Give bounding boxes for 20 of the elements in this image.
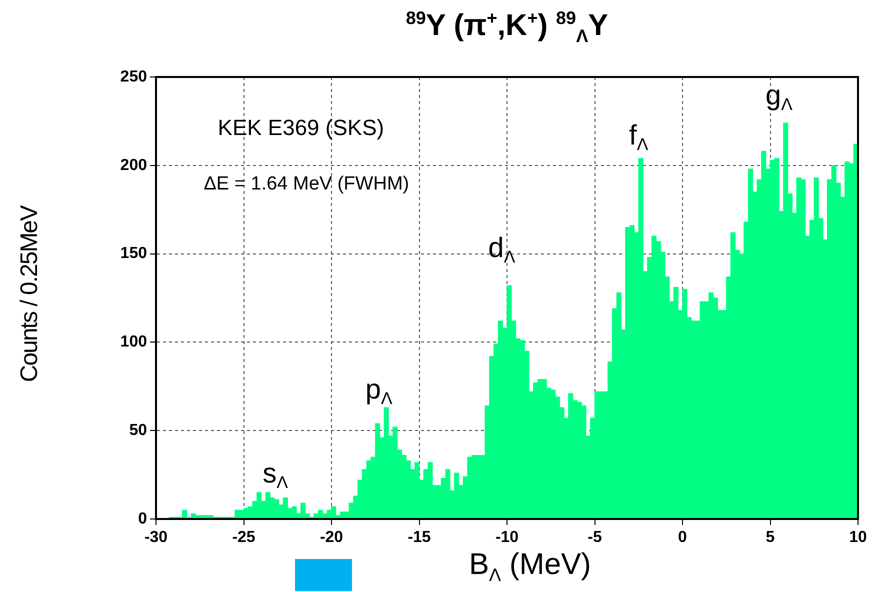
- y-tick-label: 200: [120, 156, 148, 174]
- x-tick-label: -30: [144, 529, 168, 546]
- x-tick-label: -20: [320, 529, 344, 546]
- y-axis-title: Counts / 0.25MeV: [16, 204, 44, 384]
- x-tick-label: 0: [678, 529, 688, 546]
- x-tick-label: -15: [408, 529, 431, 546]
- x-tick-label: 5: [766, 529, 775, 546]
- x-tick-label: -5: [588, 529, 602, 546]
- x-tick-label: -10: [495, 529, 519, 546]
- y-tick-label: 100: [120, 334, 148, 351]
- x-tick-label: 10: [849, 529, 867, 546]
- annotation: ΔE = 1.64 MeV (FWHM): [204, 174, 410, 195]
- y-tick-label: 150: [120, 245, 148, 262]
- x-axis-title: B$_{Λ}$ (MeV): [468, 548, 592, 586]
- x-tick-label: -25: [232, 529, 256, 546]
- annotation: KEK E369 (SKS): [218, 115, 384, 140]
- y-tick-label: 0: [138, 510, 148, 528]
- chart-title: $^{89}$Y (π$^{+}$,K$^{+}$) $^{89}$$_{Λ}$Y: [406, 8, 608, 46]
- y-tick-label: 50: [129, 422, 148, 440]
- y-tick-label: 250: [120, 68, 148, 86]
